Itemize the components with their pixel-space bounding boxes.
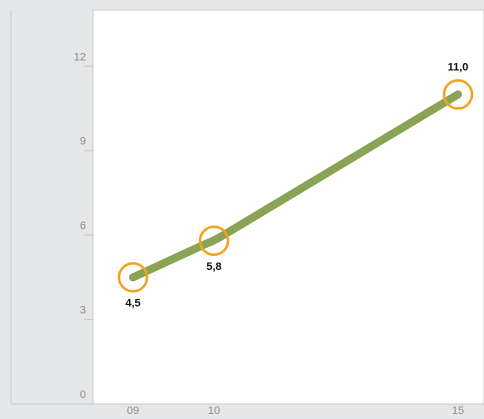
x-tick-label: 09 — [127, 405, 139, 417]
series-line — [129, 90, 462, 282]
y-tick-label: 0 — [80, 389, 86, 401]
data-label: 4,5 — [125, 297, 140, 309]
plot-area — [92, 9, 484, 405]
data-point-marker — [198, 225, 230, 257]
data-label: 5,8 — [206, 261, 221, 273]
x-tick-label: 15 — [452, 405, 464, 417]
x-tick-label: 10 — [208, 405, 220, 417]
data-point-marker — [442, 79, 474, 110]
data-point-marker — [117, 262, 149, 293]
data-label: 11,0 — [448, 61, 469, 73]
y-tick-label: 6 — [80, 220, 86, 232]
y-tick-label: 3 — [80, 305, 86, 317]
y-tick-label: 9 — [80, 136, 86, 148]
y-tick-label: 12 — [74, 51, 86, 63]
